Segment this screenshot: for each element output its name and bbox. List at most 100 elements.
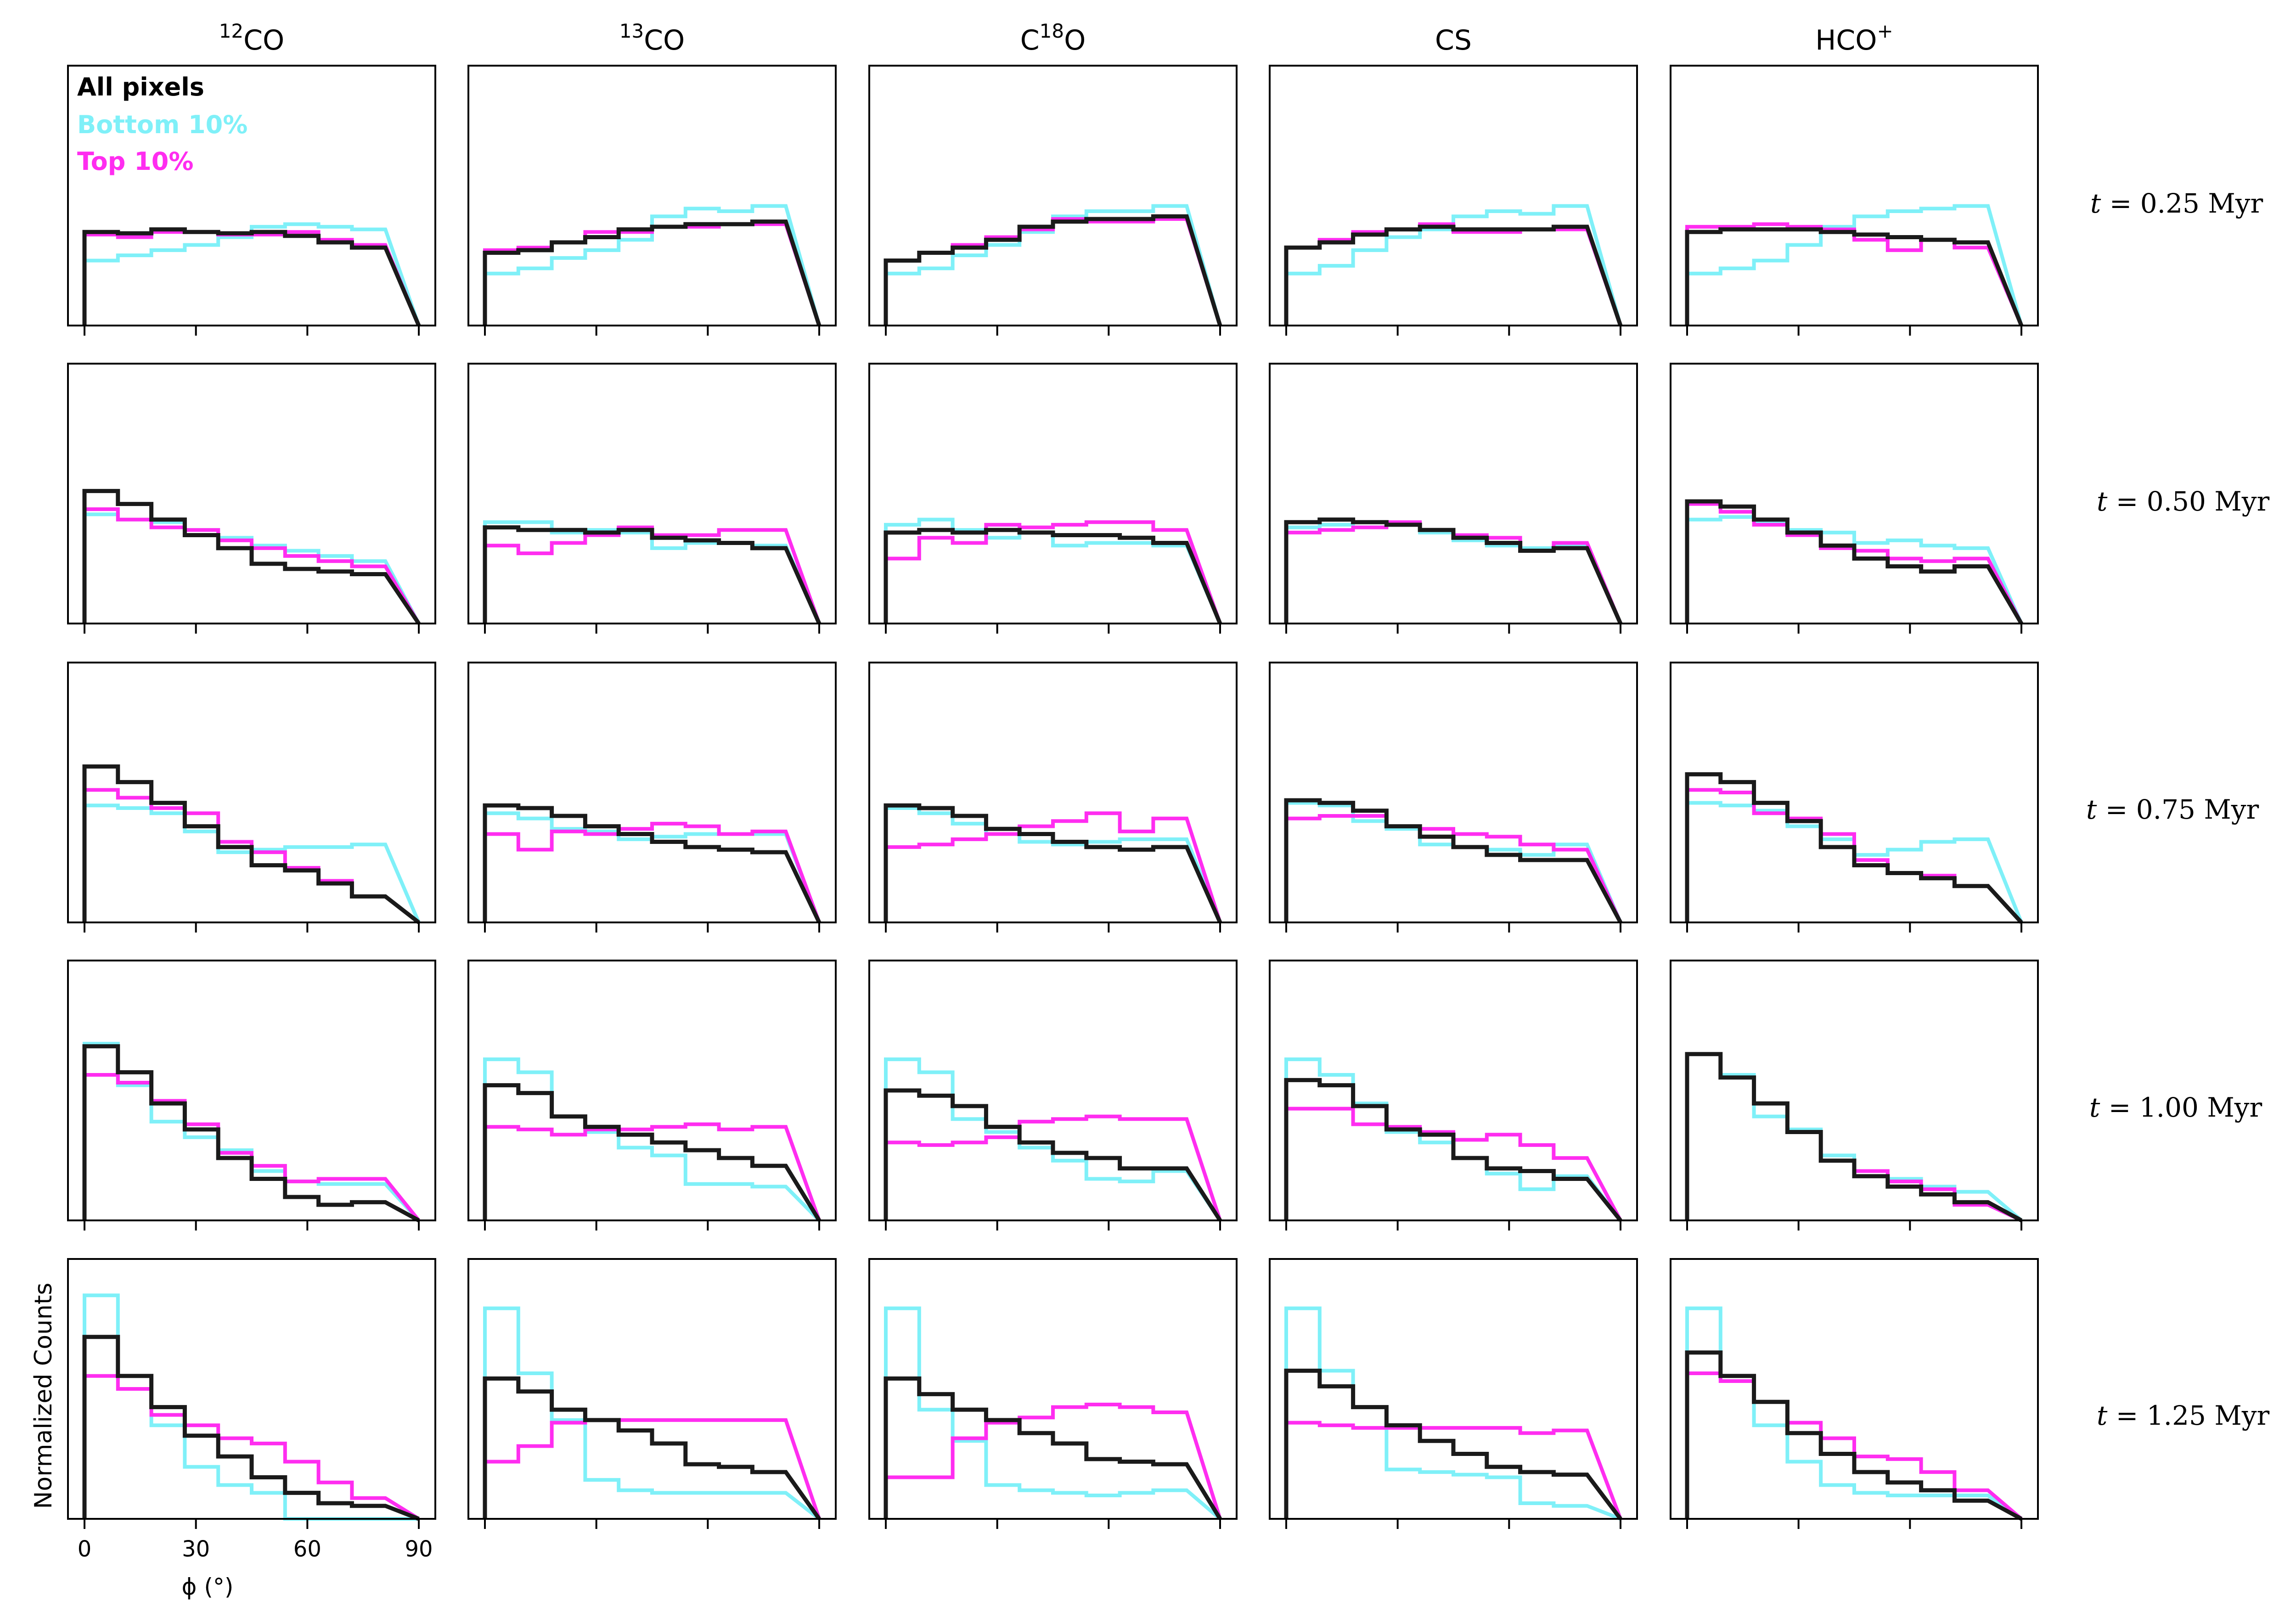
- panel-frame: [1670, 960, 2039, 1221]
- series-top-10: [1685, 1371, 2023, 1521]
- x-axis-label: ϕ (°): [182, 1573, 234, 1600]
- series-top-10: [83, 788, 420, 924]
- panel-r0-c2: [868, 65, 1238, 336]
- panel-frame: [67, 65, 436, 326]
- panel-frame: [67, 662, 436, 923]
- series-all-pixels: [483, 525, 822, 624]
- series-top-10: [1685, 502, 2023, 624]
- legend: All pixels Bottom 10% Top 10%: [77, 73, 248, 176]
- series-bottom-10: [1284, 801, 1622, 923]
- panel-r2-c0: [67, 662, 436, 933]
- panel-r0-c3: [1269, 65, 1638, 336]
- panels: 0 30 60 90: [67, 65, 2039, 1562]
- series-bottom-10: [1685, 1306, 2023, 1521]
- panel-r4-c0: 0 30 60 90: [67, 1258, 436, 1562]
- panel-frame: [1269, 1258, 1638, 1520]
- series-all-pixels: [1284, 517, 1623, 624]
- series-all-pixels: [884, 803, 1222, 923]
- series-all-pixels: [884, 1088, 1222, 1222]
- series-top-10: [884, 1402, 1222, 1520]
- series-bottom-10: [1284, 1306, 1621, 1521]
- panel-frame: [467, 363, 837, 624]
- panel-r0-c4: [1670, 65, 2039, 336]
- panel-r1-c0: [67, 363, 436, 634]
- panel-r3-c2: [868, 960, 1238, 1231]
- column-titles: 12CO 13CO C18O CS HCO+: [219, 20, 1893, 56]
- series-all-pixels: [82, 227, 421, 326]
- series-all-pixels: [884, 528, 1222, 624]
- series-all-pixels: [82, 764, 420, 924]
- series-bottom-10: [1685, 204, 2023, 326]
- panel-r3-c4: [1670, 960, 2039, 1231]
- series-bottom-10: [483, 1057, 821, 1222]
- legend-item-all: All pixels: [77, 73, 204, 101]
- column-title: 12CO: [219, 20, 285, 56]
- series-top-10: [884, 520, 1222, 624]
- panel-r1-c2: [868, 363, 1238, 634]
- panel-frame: [1670, 1258, 2039, 1520]
- panel-r3-c1: [467, 960, 837, 1231]
- panel-r1-c1: [467, 363, 837, 634]
- panel-frame: [67, 960, 436, 1221]
- column-title: HCO+: [1815, 20, 1893, 56]
- series-bottom-10: [83, 804, 421, 923]
- series-all-pixels: [82, 489, 421, 625]
- series-all-pixels: [1685, 227, 2024, 326]
- row-label: t = 1.00 Myr: [2089, 1092, 2262, 1123]
- series-all-pixels: [483, 1083, 821, 1222]
- panel-r3-c0: [67, 960, 436, 1231]
- row-labels: t = 0.25 Myr t = 0.50 Myr t = 0.75 Myr t = …: [2086, 188, 2270, 1431]
- series-all-pixels: [1284, 1078, 1622, 1222]
- panel-r1-c4: [1670, 363, 2039, 634]
- row-label: t = 0.50 Myr: [2097, 486, 2270, 517]
- series-top-10: [1685, 222, 2023, 326]
- series-top-10: [483, 821, 821, 923]
- row-label: t = 1.25 Myr: [2097, 1400, 2270, 1431]
- panel-frame: [1269, 662, 1638, 923]
- column-title: CS: [1435, 24, 1472, 56]
- panel-frame: [1670, 363, 2039, 624]
- series-bottom-10: [83, 1293, 419, 1521]
- panel-r4-c4: [1670, 1258, 2039, 1529]
- series-bottom-10: [1685, 1052, 2023, 1222]
- x-tick-label: 30: [182, 1536, 210, 1562]
- series-all-pixels: [483, 803, 822, 923]
- series-bottom-10: [884, 1057, 1222, 1222]
- panel-r1-c3: [1269, 363, 1638, 634]
- series-bottom-10: [1284, 1057, 1622, 1222]
- x-tick-label: 0: [78, 1536, 92, 1562]
- panel-frame: [1670, 65, 2039, 326]
- panel-r2-c1: [467, 662, 837, 933]
- panel-r3-c3: [1269, 960, 1638, 1231]
- panel-r0-c1: [467, 65, 837, 336]
- y-axis-label: Normalized Counts: [30, 1283, 57, 1509]
- panel-frame: [1670, 662, 2039, 923]
- series-all-pixels: [1685, 772, 2023, 924]
- column-title: C18O: [1020, 20, 1086, 56]
- series-top-10: [1284, 1107, 1622, 1221]
- panel-frame: [467, 1258, 837, 1520]
- panel-r2-c2: [868, 662, 1238, 933]
- panel-r2-c4: [1670, 662, 2039, 933]
- column-title: 13CO: [619, 20, 685, 56]
- series-top-10: [1284, 222, 1622, 326]
- series-all-pixels: [82, 1044, 420, 1222]
- panel-frame: [868, 960, 1238, 1221]
- series-all-pixels: [483, 219, 822, 326]
- series-all-pixels: [1685, 1350, 2023, 1521]
- axis-labels: ϕ (°) Normalized Counts: [30, 1283, 233, 1600]
- series-all-pixels: [884, 214, 1222, 326]
- series-top-10: [1284, 814, 1622, 923]
- series-all-pixels: [1284, 1368, 1622, 1520]
- x-tick-label: 60: [293, 1536, 321, 1562]
- panel-frame: [1269, 363, 1638, 624]
- series-bottom-10: [483, 1306, 821, 1521]
- series-top-10: [83, 1374, 420, 1521]
- series-all-pixels: [483, 1376, 821, 1520]
- series-top-10: [1685, 788, 2023, 924]
- series-bottom-10: [83, 222, 421, 326]
- series-bottom-10: [884, 1306, 1221, 1521]
- series-all-pixels: [1284, 225, 1623, 326]
- series-top-10: [483, 1122, 821, 1221]
